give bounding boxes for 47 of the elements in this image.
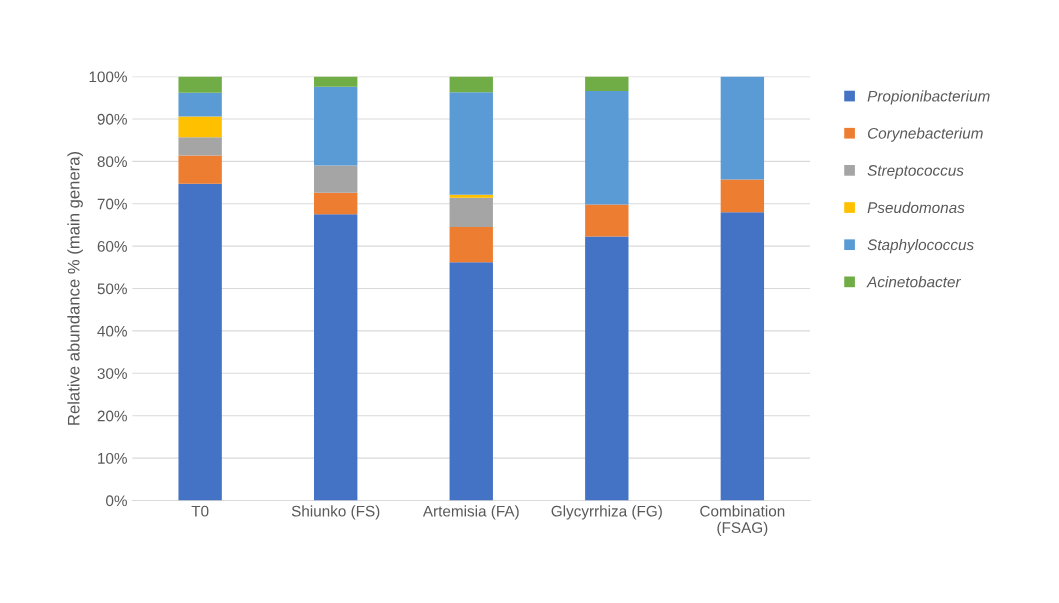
y-tick-label: 40% [97, 325, 127, 337]
y-tick-label: 60% [97, 241, 127, 252]
bar [178, 92, 222, 117]
bar [178, 137, 222, 156]
bar [449, 76, 493, 93]
bar [585, 204, 629, 237]
legend-label: Propionibacterium [867, 90, 990, 105]
bar [585, 236, 629, 501]
bar [449, 92, 493, 195]
y-tick-label: 30% [97, 368, 127, 379]
bar [178, 183, 222, 501]
x-tick-label: Artemisia (FA) [422, 505, 519, 520]
bar [720, 179, 765, 213]
x-tick-label: T0 [191, 505, 209, 517]
bar [449, 197, 493, 228]
bar [585, 90, 629, 205]
bar [178, 155, 222, 184]
bar [178, 76, 222, 93]
bar [314, 192, 358, 215]
legend-label: Pseudomonas [867, 201, 965, 214]
y-tick-label: 100% [89, 71, 127, 83]
legend-label: Acinetobacter [866, 276, 962, 288]
legend-label: Corynebacterium [867, 127, 983, 142]
bar [585, 76, 629, 91]
y-tick-label: 90% [97, 113, 127, 125]
y-axis-title: Relative abundance % (main genera) [67, 151, 83, 425]
bar [449, 262, 493, 501]
x-tick-label: Combination (FSAG) [700, 505, 785, 537]
x-tick-label: Glycyrrhiza (FG) [551, 505, 662, 520]
y-tick-label: 20% [97, 410, 127, 422]
bar [314, 165, 358, 193]
y-tick-label: 80% [97, 156, 127, 168]
legend-label: Staphylococcus [867, 238, 974, 254]
y-tick-label: 70% [97, 198, 127, 210]
bar [449, 227, 493, 263]
bar [720, 76, 765, 180]
legend-label: Streptococcus [867, 165, 964, 179]
bar [720, 212, 765, 501]
x-tick-label: Shiunko (FS) [291, 505, 380, 520]
bar [449, 194, 493, 198]
y-tick-label: 50% [97, 283, 127, 295]
bar [314, 76, 358, 87]
bar [314, 86, 358, 166]
bar [314, 214, 358, 501]
bar [178, 116, 222, 138]
y-tick-label: 0% [106, 495, 127, 507]
y-tick-label: 10% [98, 452, 127, 464]
